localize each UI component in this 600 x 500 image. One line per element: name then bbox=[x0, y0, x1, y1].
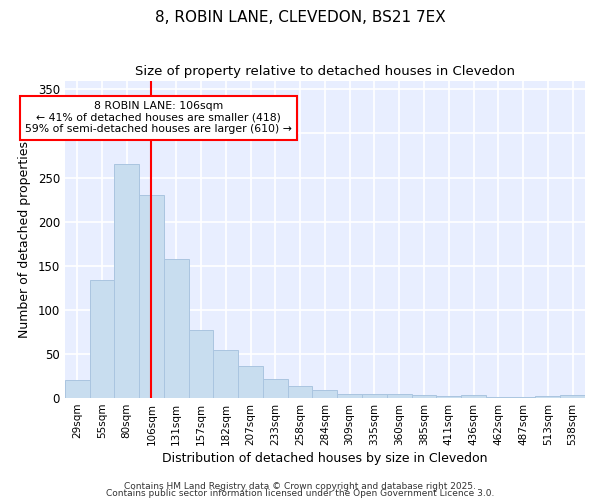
Bar bbox=[337, 394, 362, 398]
Bar bbox=[387, 394, 412, 398]
Bar bbox=[436, 396, 461, 398]
Bar bbox=[65, 380, 89, 398]
Bar bbox=[412, 394, 436, 398]
Bar bbox=[288, 386, 313, 398]
Bar bbox=[535, 396, 560, 398]
Bar bbox=[214, 350, 238, 398]
Bar bbox=[139, 195, 164, 398]
Bar bbox=[164, 258, 188, 398]
Bar bbox=[238, 366, 263, 398]
Bar bbox=[362, 394, 387, 398]
Text: Contains HM Land Registry data © Crown copyright and database right 2025.: Contains HM Land Registry data © Crown c… bbox=[124, 482, 476, 491]
Bar bbox=[313, 390, 337, 398]
Y-axis label: Number of detached properties: Number of detached properties bbox=[17, 141, 31, 338]
X-axis label: Distribution of detached houses by size in Clevedon: Distribution of detached houses by size … bbox=[162, 452, 488, 465]
Bar bbox=[560, 396, 585, 398]
Bar bbox=[114, 164, 139, 398]
Bar bbox=[511, 397, 535, 398]
Bar bbox=[89, 280, 114, 398]
Bar bbox=[188, 330, 214, 398]
Text: 8 ROBIN LANE: 106sqm
← 41% of detached houses are smaller (418)
59% of semi-deta: 8 ROBIN LANE: 106sqm ← 41% of detached h… bbox=[25, 101, 292, 134]
Bar bbox=[486, 397, 511, 398]
Text: Contains public sector information licensed under the Open Government Licence 3.: Contains public sector information licen… bbox=[106, 490, 494, 498]
Bar bbox=[461, 396, 486, 398]
Text: 8, ROBIN LANE, CLEVEDON, BS21 7EX: 8, ROBIN LANE, CLEVEDON, BS21 7EX bbox=[155, 10, 445, 25]
Title: Size of property relative to detached houses in Clevedon: Size of property relative to detached ho… bbox=[135, 65, 515, 78]
Bar bbox=[263, 378, 288, 398]
